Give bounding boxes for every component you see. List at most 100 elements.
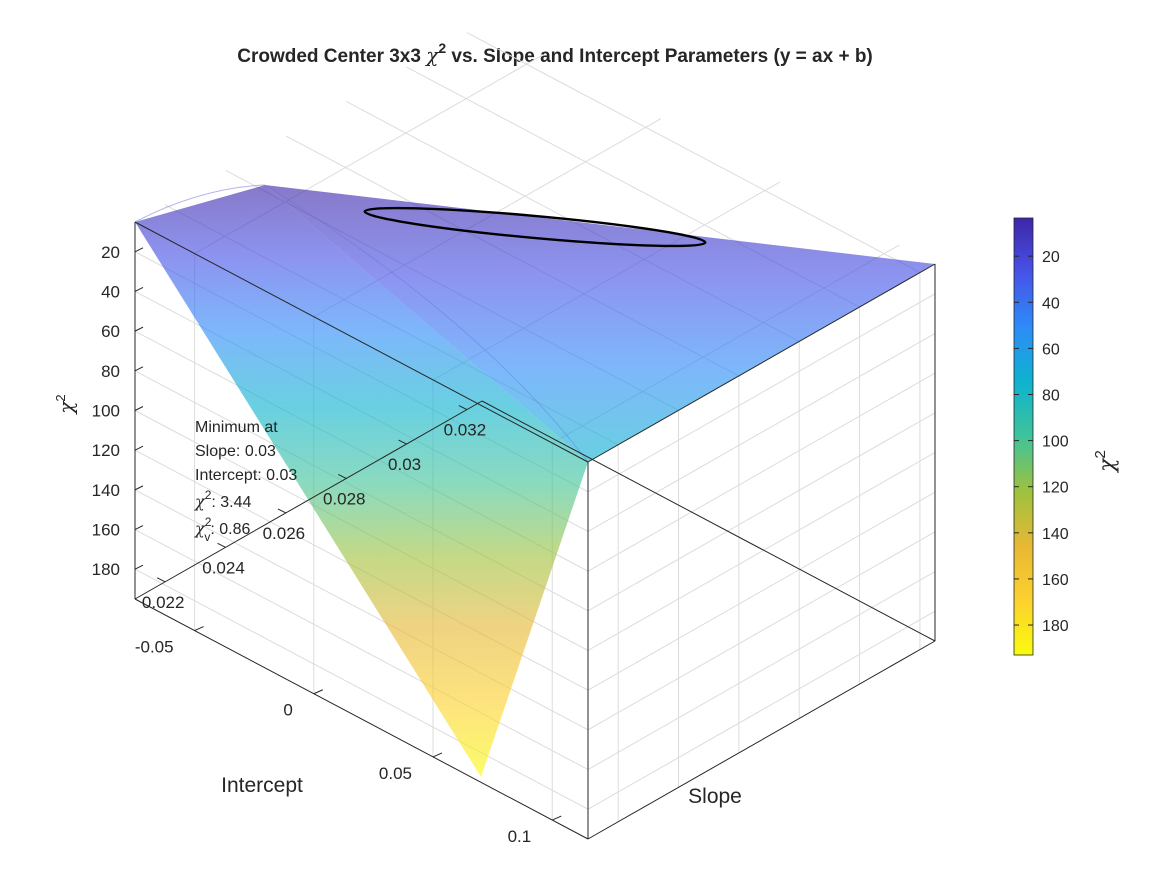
intercept-tick-mark: [194, 626, 204, 632]
box-edge-top-right: [587, 263, 936, 463]
intercept-tick-label: -0.05: [135, 638, 174, 657]
contour-ellipse: [363, 206, 707, 248]
intercept-axis-label: Intercept: [221, 774, 303, 797]
chart-title-prefix: Crowded Center 3x3: [237, 46, 426, 67]
grid-line-z-right-wall: [587, 333, 936, 532]
grid-line-z-right-wall: [587, 531, 936, 731]
colorbar-tick-label: 140: [1042, 526, 1069, 543]
z-tick-mark: [134, 366, 144, 372]
chart-title-chi: χ: [424, 43, 440, 67]
intercept-tick-mark: [552, 815, 562, 821]
z-tick-label: 180: [92, 560, 120, 579]
colorbar-tick-label: 40: [1042, 295, 1060, 312]
chart-title: Crowded Center 3x3 χ2 vs. Slope and Inte…: [237, 40, 873, 67]
colorbar-tick-label: 180: [1042, 618, 1069, 635]
box-edge-back-slope: [587, 640, 936, 840]
grid-line-z-right-wall: [587, 491, 936, 691]
grid-line-z-right-wall: [587, 412, 936, 612]
colorbar-tick-label: 80: [1042, 387, 1060, 404]
grid-line-z-right-wall: [587, 293, 936, 493]
colorbar-tick-label: 160: [1042, 572, 1069, 589]
z-tick-mark: [134, 525, 144, 530]
z-tick-label: 20: [101, 243, 120, 262]
colorbar-tick-label: 120: [1042, 480, 1069, 497]
slope-tick-mark: [398, 439, 407, 445]
surface-left-edge: [134, 184, 266, 223]
intercept-tick-mark: [432, 752, 443, 758]
slope-tick-label: 0.032: [444, 421, 487, 440]
colorbar-strip: [1013, 217, 1034, 656]
box-edge-right-intercept: [481, 400, 936, 642]
grid-line-z-left-wall: [134, 568, 589, 810]
annotation-line1: Minimum at: [195, 419, 278, 436]
colorbar: 20 40 60 80 100 120 140 160 180 χ2: [1013, 217, 1120, 656]
slope-tick-label: 0.024: [202, 558, 245, 577]
annotation-chi2-symbol: χ: [194, 492, 206, 511]
intercept-tick-mark: [313, 689, 324, 695]
z-tick-label: 160: [92, 521, 120, 540]
annotation-chinu-symbol: χ: [194, 519, 206, 538]
z-tick-mark: [134, 445, 144, 451]
z-tick-label: 120: [92, 441, 120, 460]
chart-title-sup: 2: [438, 40, 446, 56]
z-tick-label: 100: [92, 402, 120, 421]
grid-line-z-right-wall: [587, 372, 936, 572]
slope-axis-label: Slope: [688, 785, 742, 808]
axes-layer: [134, 221, 936, 840]
slope-tick-mark: [337, 474, 347, 479]
z-axis-label: χ2: [53, 394, 78, 415]
intercept-tick-label: 0.05: [379, 764, 412, 783]
grid-line-z-right-wall: [587, 571, 936, 770]
grid-line-z-left-wall: [134, 489, 589, 731]
annotation-chinu-sub: v: [204, 530, 210, 544]
minimum-annotation: Minimum at Slope: 0.03 Intercept: 0.03 χ…: [194, 419, 297, 544]
annotation-chinu-sup: 2: [205, 515, 212, 529]
annotation-line2: Slope: 0.03: [195, 443, 276, 460]
colorbar-tick-label: 20: [1042, 249, 1060, 266]
colorbar-label: χ2: [1092, 450, 1120, 474]
slope-tick-mark: [217, 542, 226, 548]
slope-tick-label: 0.03: [388, 455, 421, 474]
z-axis-label-sup: 2: [53, 394, 68, 401]
slope-tick-mark: [277, 508, 287, 514]
chart-title-suffix: vs. Slope and Intercept Parameters (y = …: [446, 46, 873, 67]
slope-tick-label: 0.028: [323, 489, 366, 508]
colorbar-tick-label: 100: [1042, 434, 1069, 451]
z-tick-label: 60: [101, 322, 120, 341]
annotation-chi2-sup: 2: [205, 488, 212, 502]
z-tick-label: 80: [101, 362, 120, 381]
tick-layer: 0.022 0.024 0.026 0.028 0.03 0.032 -0.05 0 0.05 0…: [92, 243, 532, 846]
annotation-chi2: χ2: 3.44: [194, 488, 252, 511]
grid-line-z-left-wall: [134, 529, 589, 770]
box-edge-left-intercept: [134, 598, 589, 840]
intercept-tick-label: 0.1: [508, 827, 532, 846]
surface-layer: [134, 184, 935, 777]
z-tick-mark: [134, 247, 144, 253]
box-edge-front-slope: [134, 400, 483, 600]
colorbar-label-sup: 2: [1092, 450, 1109, 458]
surface-left-face: [135, 185, 588, 777]
colorbar-ticks: 20 40 60 80 100 120 140 160 180: [1014, 249, 1069, 635]
z-tick-mark: [134, 287, 144, 292]
slope-tick-label: 0.026: [263, 524, 306, 543]
slope-tick-mark: [156, 577, 166, 583]
annotation-chinu: χ2 v: 0.86: [194, 515, 251, 544]
z-tick-mark: [134, 406, 144, 411]
z-axis-label-chi: χ: [54, 400, 78, 416]
grid-line-slope-floor: [466, 32, 921, 274]
surface-fold: [264, 184, 589, 463]
z-tick-mark: [134, 326, 144, 332]
z-tick-label: 40: [101, 282, 120, 301]
colorbar-label-chi: χ: [1095, 457, 1120, 474]
z-tick-mark: [134, 564, 144, 570]
z-tick-mark: [134, 485, 144, 491]
box-edge-top-left: [134, 221, 589, 463]
annotation-chi2-value: : 3.44: [211, 494, 251, 511]
slope-tick-mark: [458, 405, 468, 411]
annotation-chinu-value: : 0.86: [210, 521, 250, 538]
grid-line-z-right-wall: [587, 610, 936, 810]
surface-right-face: [265, 185, 935, 462]
annotation-line3: Intercept: 0.03: [195, 467, 297, 484]
slope-tick-label: 0.022: [142, 593, 185, 612]
